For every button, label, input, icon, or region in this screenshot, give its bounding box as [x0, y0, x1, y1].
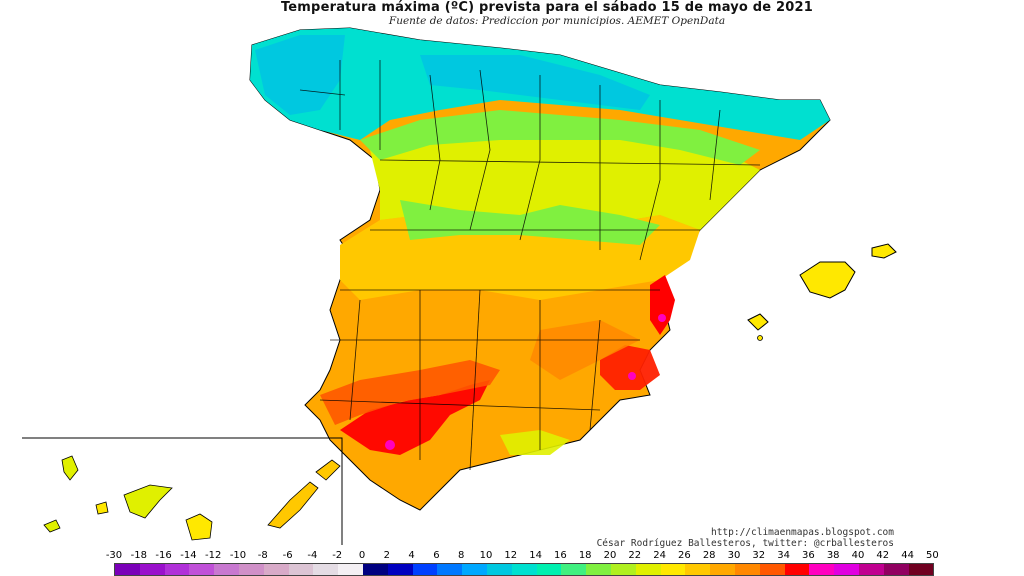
legend-label: 42 — [876, 550, 890, 561]
legend-label: -2 — [332, 550, 343, 561]
mallorca — [799, 261, 856, 299]
la-gomera — [95, 501, 109, 515]
legend-swatch — [809, 564, 835, 575]
legend-swatch — [486, 564, 512, 575]
gran-canaria — [185, 513, 213, 541]
legend-swatch — [834, 564, 859, 575]
legend-label: 20 — [603, 550, 617, 561]
legend-label: 12 — [504, 550, 518, 561]
legend-swatch — [511, 564, 537, 575]
legend-swatch — [437, 564, 463, 575]
legend-label: 24 — [653, 550, 666, 561]
legend-label: 34 — [777, 550, 790, 561]
legend-swatch — [139, 564, 165, 575]
legend-swatch — [635, 564, 661, 575]
legend-label: -6 — [282, 550, 293, 561]
legend-swatch — [362, 564, 388, 575]
legend-label: -14 — [180, 550, 197, 561]
legend-label: -16 — [155, 550, 172, 561]
murcia-hotspot — [628, 372, 636, 380]
valencia-hotspot — [658, 314, 666, 322]
legend-swatch — [586, 564, 611, 575]
fuerteventura — [267, 481, 319, 529]
legend-swatch — [858, 564, 884, 575]
legend-label: 28 — [702, 550, 716, 561]
legend-label: -10 — [229, 550, 247, 561]
legend-label: -18 — [130, 550, 147, 561]
legend-label: -8 — [257, 550, 268, 561]
legend-label: 8 — [458, 550, 465, 561]
legend-swatch — [784, 564, 810, 575]
map-title: Temperatura máxima (ºC) prevista para el… — [280, 0, 814, 15]
legend-swatch — [189, 564, 215, 575]
legend-label: -12 — [205, 550, 222, 561]
legend-label: 40 — [851, 550, 865, 561]
legend-swatch — [734, 564, 760, 575]
tenerife — [123, 484, 173, 519]
southeast-warm — [530, 320, 640, 380]
legend-swatch — [908, 564, 934, 575]
cantabrian-cyan — [420, 55, 650, 110]
northern-plateau — [370, 125, 760, 230]
legend-label: 50 — [926, 550, 939, 561]
legend-label: -4 — [307, 550, 318, 561]
legend-swatch — [462, 564, 487, 575]
author-credit: César Rodríguez Ballesteros, twitter: @c… — [596, 538, 894, 549]
legend-label: 36 — [802, 550, 815, 561]
blog-credit: http://climaenmapas.blogspot.com — [710, 527, 894, 538]
seville-hotspot — [385, 440, 395, 450]
legend-swatch — [338, 564, 363, 575]
legend-label: 22 — [628, 550, 642, 561]
green-band — [400, 200, 660, 245]
legend-swatch — [759, 564, 785, 575]
map-subtitle: Fuente de datos: Prediccion por municipi… — [388, 15, 726, 27]
legend-swatch — [883, 564, 909, 575]
legend-label: 32 — [752, 550, 766, 561]
legend-label: 6 — [433, 550, 440, 561]
legend-swatch — [214, 564, 239, 575]
legend-swatch — [710, 564, 735, 575]
legend-swatch — [313, 564, 339, 575]
legend-swatch — [561, 564, 587, 575]
legend-swatch — [685, 564, 711, 575]
guadalquivir-warm — [320, 360, 500, 425]
formentera — [757, 335, 763, 341]
legend-swatch — [610, 564, 636, 575]
legend-swatch — [164, 564, 190, 575]
legend-label: 2 — [383, 550, 390, 561]
legend-label: 16 — [554, 550, 567, 561]
legend-label: 18 — [578, 550, 592, 561]
legend-label: 4 — [408, 550, 415, 561]
legend-swatch — [288, 564, 314, 575]
legend-label: 26 — [678, 550, 691, 561]
legend-label: 30 — [727, 550, 741, 561]
legend-swatch — [115, 564, 140, 575]
galicia-cyan — [255, 35, 345, 115]
canary-inset-frame — [22, 437, 343, 545]
legend-label: 10 — [479, 550, 493, 561]
legend-swatch — [238, 564, 264, 575]
lanzarote — [315, 459, 341, 481]
legend-swatch — [660, 564, 686, 575]
menorca — [871, 243, 897, 259]
granada-green — [500, 430, 570, 455]
la-palma — [61, 455, 79, 481]
legend-label: 0 — [358, 550, 366, 561]
temperature-legend — [114, 563, 935, 576]
legend-label: 44 — [901, 550, 914, 561]
guadalquivir-hot — [340, 380, 490, 455]
province-borders — [299, 60, 761, 471]
legend-label: 38 — [826, 550, 840, 561]
murcia-hot — [600, 345, 660, 390]
legend-swatch — [387, 564, 413, 575]
el-hierro — [43, 519, 61, 533]
legend-label: 14 — [529, 550, 542, 561]
legend-swatch — [412, 564, 438, 575]
north-green — [360, 110, 760, 165]
ibiza — [747, 313, 769, 331]
legend-swatch — [536, 564, 562, 575]
legend-swatch — [263, 564, 289, 575]
legend-label: -30 — [105, 550, 123, 561]
